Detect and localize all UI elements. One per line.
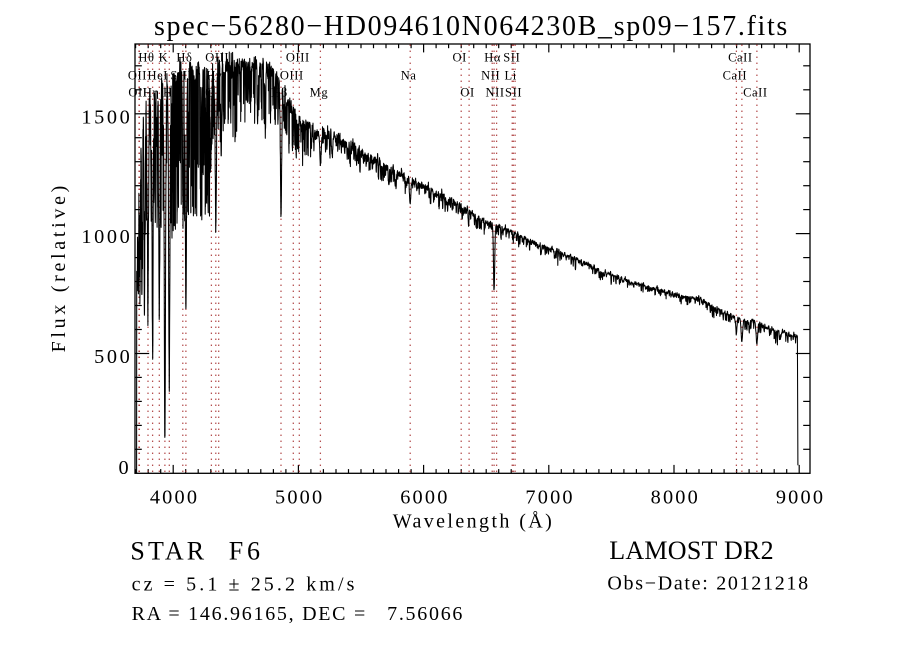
svg-text:OIII: OIII xyxy=(286,50,310,64)
svg-text:F6: F6 xyxy=(229,536,264,565)
svg-text:OII: OII xyxy=(128,69,147,83)
svg-text:SII: SII xyxy=(505,86,522,100)
svg-text:500: 500 xyxy=(94,346,132,368)
svg-text:CaII: CaII xyxy=(723,69,748,83)
svg-text:9000: 9000 xyxy=(776,487,825,509)
svg-text:Mg: Mg xyxy=(310,86,329,100)
svg-text:cz = 5.1 ± 25.2 km/s: cz = 5.1 ± 25.2 km/s xyxy=(132,573,358,595)
svg-text:7000: 7000 xyxy=(525,487,574,509)
svg-text:CaII: CaII xyxy=(743,86,768,100)
svg-text:NII: NII xyxy=(486,86,505,100)
svg-text:Obs−Date: 20121218: Obs−Date: 20121218 xyxy=(607,573,809,595)
svg-text:0: 0 xyxy=(118,457,131,479)
svg-text:Na: Na xyxy=(401,69,417,83)
svg-text:CaII: CaII xyxy=(728,50,753,64)
svg-text:STAR: STAR xyxy=(130,536,207,565)
svg-text:LAMOST DR2: LAMOST DR2 xyxy=(609,536,774,565)
svg-text:spec−56280−HD094610N064230B_sp: spec−56280−HD094610N064230B_sp09−157.fit… xyxy=(154,11,789,42)
svg-text:8000: 8000 xyxy=(651,487,700,509)
svg-text:Hα: Hα xyxy=(484,50,501,64)
svg-text:OIII: OIII xyxy=(280,69,304,83)
svg-text:K: K xyxy=(159,50,169,64)
svg-text:HeI: HeI xyxy=(148,69,169,83)
svg-text:4000: 4000 xyxy=(150,487,199,509)
svg-text:1500: 1500 xyxy=(81,106,132,128)
svg-text:RA = 146.96165, DEC = 7.5606: RA = 146.96165, DEC = 7.56066 xyxy=(132,603,465,625)
svg-text:NII: NII xyxy=(481,69,500,83)
svg-text:6000: 6000 xyxy=(400,487,449,509)
svg-text:SII: SII xyxy=(503,50,520,64)
svg-text:OI: OI xyxy=(453,50,467,64)
svg-text:Hθ: Hθ xyxy=(138,50,154,64)
svg-text:Wavelength (Å): Wavelength (Å) xyxy=(393,511,554,533)
svg-text:OI: OI xyxy=(460,86,474,100)
svg-text:OII: OII xyxy=(128,86,147,100)
svg-text:Hη: Hη xyxy=(143,86,160,100)
svg-text:Li: Li xyxy=(505,69,517,83)
svg-text:1000: 1000 xyxy=(81,226,132,248)
svg-text:Flux (relative): Flux (relative) xyxy=(48,182,70,352)
svg-text:5000: 5000 xyxy=(275,487,324,509)
